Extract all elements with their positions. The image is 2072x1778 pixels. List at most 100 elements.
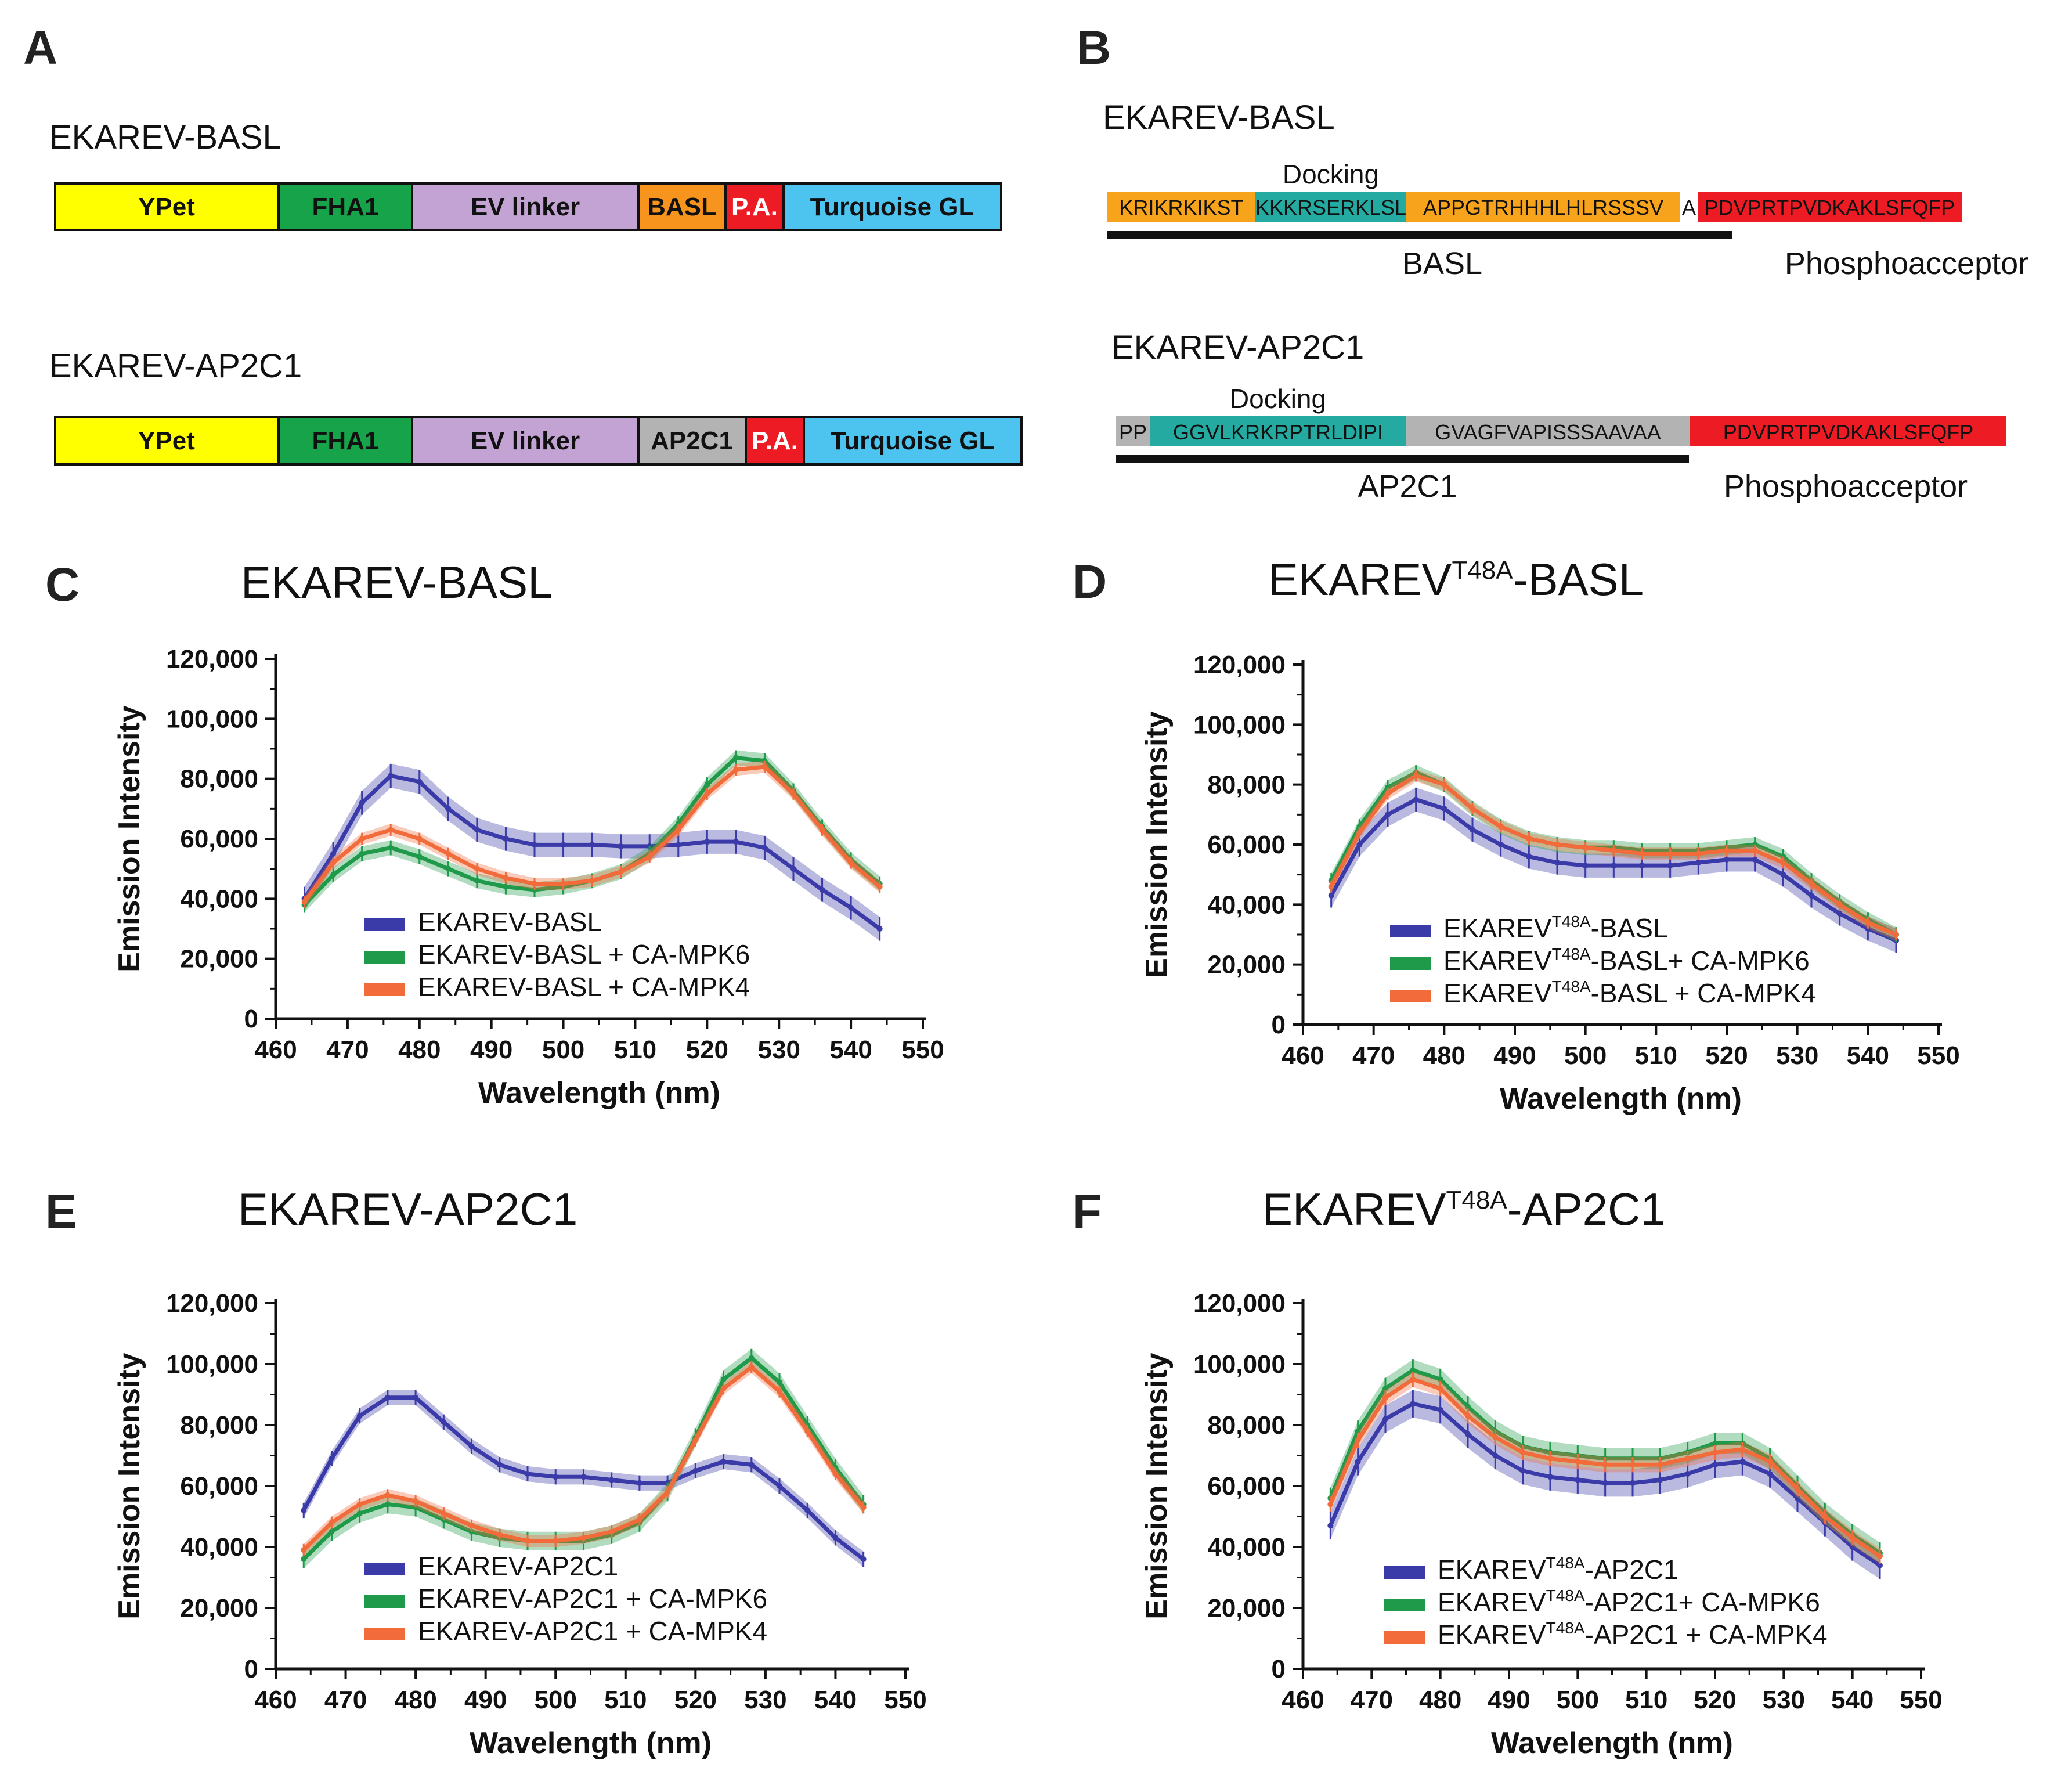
- data-point: [618, 843, 624, 849]
- sequence-text: KRIKRKIKST: [1119, 196, 1243, 219]
- sequence-segment: [1406, 192, 1680, 222]
- data-point: [1602, 1462, 1608, 1468]
- data-point: [1809, 892, 1814, 899]
- phosphoacceptor-label: Phosphoacceptor: [1785, 246, 2028, 281]
- sequence-text: GVAGFVAPISSSAAVAA: [1435, 420, 1661, 444]
- data-point: [525, 1538, 530, 1544]
- chart-panel-e: E EKAREV-AP2C1 0 20,000 40,000 60,000 80,000 10…: [45, 1184, 927, 1760]
- x-tick-label: 480: [1423, 1041, 1465, 1070]
- data-point: [790, 791, 796, 797]
- segment-ap2c1: [637, 416, 747, 466]
- x-tick-label: 490: [470, 1036, 512, 1064]
- x-tick-label: 470: [1351, 1686, 1393, 1714]
- sequence-segment: [1690, 416, 2006, 446]
- data-point: [1547, 1455, 1553, 1462]
- x-axis-label: Wavelength (nm): [1500, 1082, 1742, 1116]
- data-point: [388, 773, 394, 779]
- data-point: [503, 836, 509, 842]
- data-point: [1382, 1386, 1388, 1391]
- x-tick-label: 510: [604, 1686, 647, 1714]
- data-point: [1492, 1452, 1499, 1459]
- data-point: [1739, 1447, 1746, 1452]
- data-point: [301, 1556, 307, 1562]
- data-point: [665, 1489, 671, 1495]
- x-tick-label: 500: [542, 1036, 584, 1064]
- data-point: [441, 1510, 447, 1517]
- x-tick-label: 460: [254, 1036, 297, 1064]
- data-point: [503, 875, 509, 881]
- data-point: [384, 1492, 391, 1498]
- data-point: [496, 1462, 503, 1468]
- segment-ev-linker: [411, 416, 640, 466]
- sequence-text: GGVLKRKRPTRLDIPI: [1173, 420, 1383, 444]
- y-tick-label: 40,000: [180, 885, 258, 913]
- legend-swatch: [1390, 990, 1431, 1002]
- data-point: [416, 854, 423, 860]
- legend-swatch: [364, 918, 405, 931]
- y-tick-label: 60,000: [1207, 1472, 1286, 1501]
- x-tick-label: 550: [884, 1686, 926, 1714]
- data-point: [1465, 1431, 1471, 1437]
- x-tick-label: 490: [1488, 1686, 1530, 1714]
- data-point: [777, 1389, 782, 1395]
- y-tick-label: 60,000: [180, 1472, 258, 1501]
- data-point: [777, 1483, 782, 1489]
- data-point: [1547, 1474, 1553, 1480]
- data-point: [1410, 1367, 1416, 1373]
- y-axis-label: Emission Intensity: [1140, 711, 1174, 978]
- data-point: [1554, 860, 1560, 865]
- data-point: [356, 1413, 363, 1419]
- legend-label: EKAREVT48A-AP2C1 + CA-MPK4: [1438, 1619, 1828, 1650]
- y-tick-label: 40,000: [1207, 1533, 1286, 1561]
- panel-label: F: [1073, 1185, 1102, 1238]
- data-point: [860, 1504, 867, 1510]
- chart-panel-c: C EKAREV-BASL 0 20,000 40,000 60,000 80,000 100…: [45, 557, 944, 1110]
- data-point: [1382, 1416, 1388, 1422]
- data-point: [1739, 1459, 1746, 1465]
- sequence-name: EKAREV-AP2C1: [1111, 329, 1364, 366]
- x-axis-label: Wavelength (nm): [478, 1076, 720, 1110]
- sequence-ap2c1: EKAREV-AP2C1 PP GGVLKRKRPTRLDIPI GVAGFVAPIS…: [1111, 329, 2006, 504]
- segment-fha1: [277, 416, 413, 466]
- legend-label: EKAREV-BASL: [418, 907, 602, 937]
- data-point: [356, 1510, 363, 1517]
- segment-pa: [724, 182, 785, 231]
- data-point: [1836, 901, 1843, 908]
- data-point: [1893, 932, 1899, 937]
- construct-diagram-basl: YPet FHA1 EV linker BASL P.A. Turquoise …: [54, 182, 1002, 231]
- legend-swatch: [364, 951, 405, 964]
- data-point: [704, 791, 710, 797]
- y-tick-label: 0: [1272, 1655, 1286, 1683]
- data-point: [359, 836, 365, 842]
- y-tick-label: 120,000: [166, 645, 258, 673]
- data-point: [1780, 860, 1786, 865]
- data-point: [790, 865, 796, 872]
- data-point: [1328, 892, 1334, 899]
- sequence-underline: [1107, 231, 1732, 239]
- data-point: [1712, 1462, 1718, 1468]
- data-point: [1328, 883, 1334, 890]
- data-point: [1822, 1513, 1828, 1520]
- segment-fha1: [277, 182, 413, 231]
- data-point: [832, 1535, 839, 1541]
- data-point: [532, 881, 537, 887]
- data-point: [1611, 847, 1617, 854]
- legend-label: EKAREV-AP2C1 + CA-MPK6: [418, 1584, 767, 1614]
- data-point: [474, 878, 480, 884]
- data-point: [1724, 847, 1730, 854]
- x-tick-label: 480: [1419, 1686, 1461, 1714]
- data-point: [1437, 1386, 1443, 1391]
- sequence-name: EKAREV-BASL: [1103, 99, 1335, 136]
- x-tick-label: 500: [535, 1686, 577, 1714]
- legend-label: EKAREV-AP2C1 + CA-MPK4: [418, 1616, 767, 1646]
- y-tick-label: 20,000: [180, 945, 258, 973]
- sequence-segment: [1116, 416, 1150, 446]
- y-tick-label: 80,000: [180, 1411, 258, 1440]
- data-point: [819, 886, 825, 893]
- y-tick-label: 40,000: [180, 1533, 258, 1561]
- segment-turquoise: [803, 416, 1023, 466]
- data-point: [589, 878, 595, 884]
- data-point: [1849, 1544, 1856, 1550]
- data-point: [1630, 1480, 1636, 1486]
